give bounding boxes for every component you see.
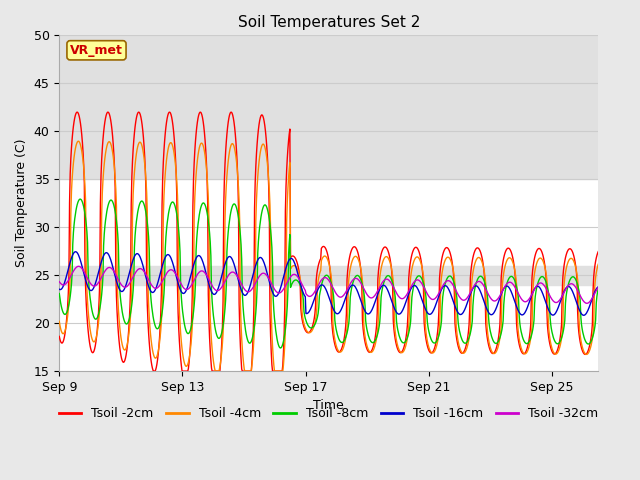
X-axis label: Time: Time (314, 399, 344, 412)
Y-axis label: Soil Temperature (C): Soil Temperature (C) (15, 139, 28, 267)
Text: VR_met: VR_met (70, 44, 123, 57)
Title: Soil Temperatures Set 2: Soil Temperatures Set 2 (237, 15, 420, 30)
Bar (60, 265, 598, 285)
Bar (60, 36, 598, 179)
Legend: Tsoil -2cm, Tsoil -4cm, Tsoil -8cm, Tsoil -16cm, Tsoil -32cm: Tsoil -2cm, Tsoil -4cm, Tsoil -8cm, Tsoi… (54, 402, 604, 425)
